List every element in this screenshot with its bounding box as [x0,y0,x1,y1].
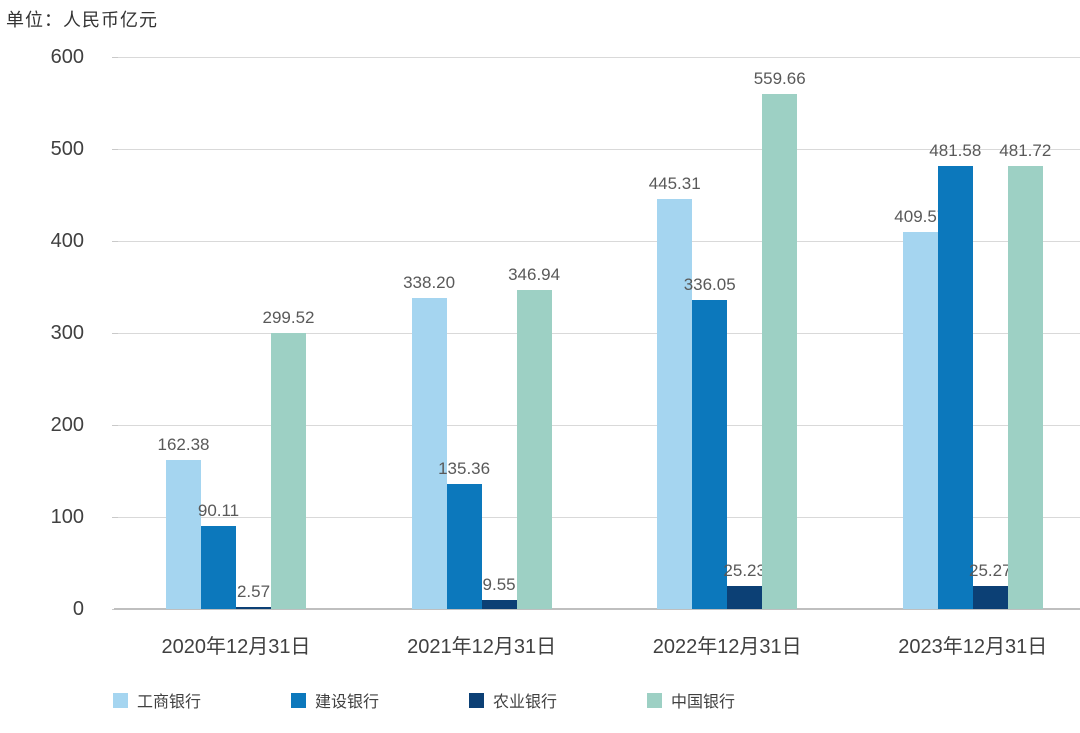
y-axis-tick-label: 100 [50,506,84,528]
x-axis-category-label: 2020年12月31日 [161,636,311,658]
bar-value-label: 162.38 [157,434,210,454]
bar-建设银行-2023年12月31日 [937,165,973,609]
gridline [118,148,1080,150]
legend-swatch-工商银行 [113,692,128,708]
legend-swatch-农业银行 [469,692,485,708]
legend-swatch-建设银行 [291,692,307,708]
y-axis-tick-label: 500 [50,138,84,160]
bar-工商银行-2021年12月31日 [411,297,447,609]
y-axis-tick [112,424,118,426]
bar-value-label: 336.05 [683,274,736,294]
legend-item-建设银行: 建设银行 [291,688,379,712]
bar-value-label: 445.31 [648,174,701,194]
gridline [118,240,1080,242]
bar-value-label: 25.27 [969,560,1012,580]
bar-工商银行-2023年12月31日 [902,232,938,609]
x-axis-category-label: 2021年12月31日 [407,636,557,658]
bar-农业银行-2023年12月31日 [972,585,1008,609]
bar-农业银行-2021年12月31日 [481,600,517,609]
bar-value-label: 299.52 [262,308,315,328]
legend-label: 农业银行 [493,694,558,711]
bar-中国银行-2021年12月31日 [516,289,552,609]
bar-工商银行-2020年12月31日 [166,459,201,609]
bar-value-label: 559.66 [753,69,806,89]
legend-label: 建设银行 [315,694,380,711]
bar-建设银行-2020年12月31日 [201,526,236,609]
x-axis-line [114,608,1080,610]
bar-value-label: 409.57 [894,207,947,227]
legend-swatch-中国银行 [647,692,663,708]
gridline [118,332,1080,334]
y-axis-tick-label: 600 [50,46,84,68]
bar-value-label: 346.94 [508,264,561,284]
bar-中国银行-2023年12月31日 [1007,165,1043,609]
y-axis-tick-label: 200 [50,414,84,436]
gridline [118,516,1080,518]
y-axis-tick-label: 0 [72,598,84,620]
bar-value-label: 135.36 [438,459,491,479]
gridline [118,424,1080,426]
bar-value-label: 90.11 [197,501,240,521]
y-axis-tick [112,516,118,518]
bar-value-label: 25.23 [723,560,766,580]
legend-item-工商银行: 工商银行 [113,688,201,712]
legend-label: 工商银行 [137,694,202,711]
unit-label: 单位：人民币亿元 [6,10,158,30]
y-axis-tick-label: 400 [50,230,84,252]
bar-中国银行-2020年12月31日 [271,333,306,609]
y-axis-tick [112,148,118,150]
bar-中国银行-2022年12月31日 [762,94,798,609]
legend-item-农业银行: 农业银行 [469,688,557,712]
bar-建设银行-2022年12月31日 [692,299,728,609]
y-axis-tick-label: 300 [50,322,84,344]
bar-工商银行-2022年12月31日 [657,199,693,609]
bar-value-label: 338.20 [403,272,456,292]
legend-label: 中国银行 [671,694,736,711]
x-axis-category-label: 2023年12月31日 [898,636,1048,658]
bar-建设银行-2021年12月31日 [446,484,482,609]
y-axis-tick [112,332,118,334]
y-axis-tick [112,240,118,242]
x-axis-category-label: 2022年12月31日 [652,636,802,658]
bar-农业银行-2022年12月31日 [727,585,763,609]
y-axis-tick [112,56,118,58]
bar-value-label: 481.72 [999,140,1052,160]
bar-value-label: 481.58 [929,140,982,160]
bar-value-label: 9.55 [482,575,516,595]
gridline [118,56,1080,58]
legend-item-中国银行: 中国银行 [647,688,735,712]
bar-value-label: 2.57 [236,581,271,601]
legend: 工商银行 建设银行 农业银行 中国银行 [113,688,735,712]
bar-农业银行-2020年12月31日 [236,606,271,609]
